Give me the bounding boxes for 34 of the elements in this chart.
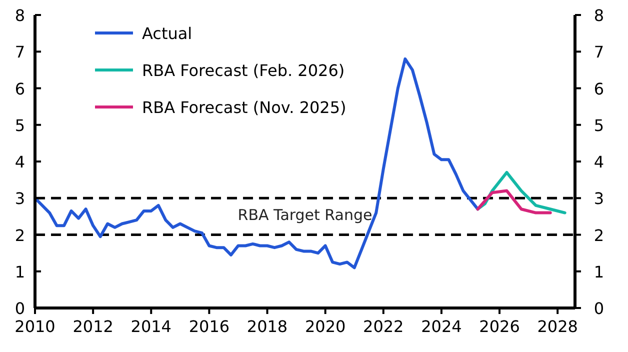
x-tick-label: 2016 — [188, 317, 230, 336]
line-series — [476, 189, 552, 214]
x-tick-label: 2022 — [363, 317, 404, 336]
x-tick-label: 2010 — [14, 317, 56, 336]
annotation: RBA Target Range — [238, 206, 372, 224]
y2-tick-label: 0 — [594, 299, 604, 318]
y2-tick-label: 7 — [594, 42, 604, 62]
x-tick-label: 2014 — [130, 317, 172, 336]
legend-label: RBA Forecast (Feb. 2026) — [142, 61, 345, 80]
x-tick-label: 2018 — [246, 317, 288, 336]
y-tick-label: 5 — [14, 116, 25, 135]
y-tick-label: 0 — [14, 299, 25, 318]
y-tick-label: 8 — [14, 6, 25, 25]
y-tick-label: 2 — [14, 226, 25, 245]
x-tick-label: 2028 — [537, 317, 578, 336]
x-tick-label: 2026 — [479, 317, 520, 336]
x-tick-label: 2012 — [72, 317, 114, 336]
y2-tick-label: 6 — [594, 79, 604, 98]
y2-tick-label: 3 — [594, 189, 604, 208]
y-tick-label: 7 — [14, 42, 25, 62]
y-tick-label: 1 — [14, 262, 25, 282]
legend-label: RBA Forecast (Nov. 2025) — [142, 98, 346, 117]
y2-tick-label: 4 — [594, 152, 604, 172]
x-tick-label: 2024 — [421, 317, 462, 336]
y2-tick-label: 5 — [594, 116, 604, 135]
y-tick-label: 6 — [14, 79, 25, 98]
y2-tick-label: 1 — [594, 262, 604, 282]
y2-tick-label: 2 — [594, 226, 604, 245]
y2-tick-label: 8 — [594, 6, 604, 25]
y-tick-label: 3 — [14, 189, 25, 208]
legend-label: Actual — [142, 24, 192, 43]
x-tick-label: 2020 — [304, 317, 346, 336]
line-series — [34, 57, 480, 270]
y-tick-label: 4 — [14, 152, 25, 172]
